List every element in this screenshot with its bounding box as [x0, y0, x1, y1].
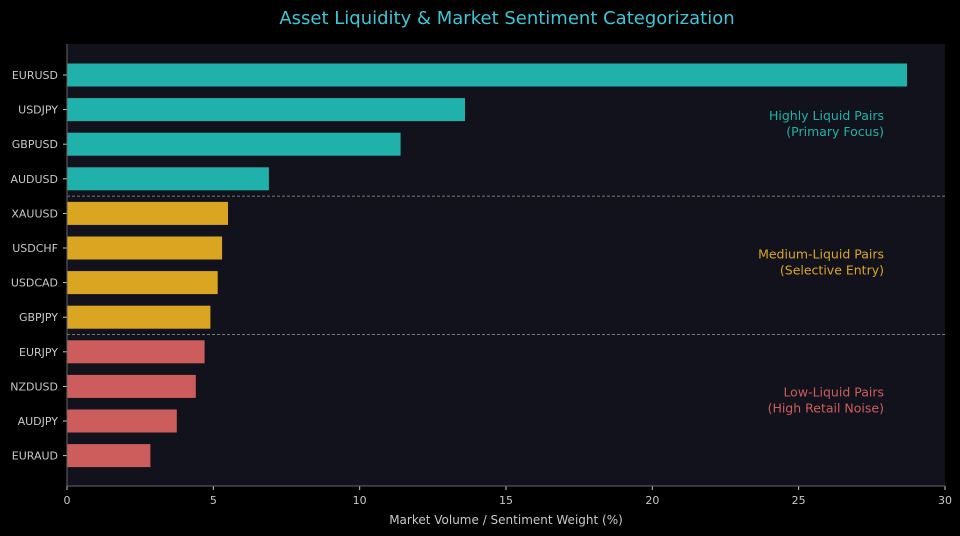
y-axis-ticks: EURUSD USDJPY GBPUSD AUDUSD XAUUSD USDCHF USDC…	[10, 69, 67, 463]
group-label-line2: (High Retail Noise)	[768, 401, 884, 416]
bar-nzdusd	[67, 374, 196, 398]
bar-eurjpy	[67, 340, 205, 364]
y-tick-label: NZDUSD	[10, 380, 58, 393]
bar-eurusd	[67, 63, 907, 87]
y-tick-label: GBPJPY	[19, 311, 58, 324]
y-tick-label: EURJPY	[19, 346, 58, 359]
chart-title: Asset Liquidity & Market Sentiment Categ…	[279, 8, 734, 29]
bar-usdjpy	[67, 98, 465, 122]
x-tick-label: 20	[645, 494, 659, 507]
x-tick-label: 15	[499, 494, 513, 507]
bar-usdcad	[67, 271, 218, 295]
bar-gbpusd	[67, 132, 401, 156]
bar-xauusd	[67, 201, 228, 225]
bar-audusd	[67, 167, 269, 191]
y-tick-label: USDCAD	[11, 277, 58, 290]
bar-gbpjpy	[67, 305, 211, 329]
y-tick-label: USDJPY	[18, 104, 58, 117]
x-axis-ticks: 0 5 10 15 20 25 30	[64, 486, 952, 507]
x-tick-label: 25	[792, 494, 806, 507]
bar-audjpy	[67, 409, 177, 433]
group-label-line1: Low-Liquid Pairs	[783, 385, 884, 400]
y-tick-label: GBPUSD	[12, 138, 58, 151]
group-label-line2: (Selective Entry)	[780, 262, 884, 277]
y-tick-label: EURAUD	[12, 450, 58, 463]
y-tick-label: AUDJPY	[18, 415, 59, 428]
y-tick-label: USDCHF	[12, 242, 58, 255]
x-tick-label: 30	[938, 494, 952, 507]
y-tick-label: XAUUSD	[11, 207, 58, 220]
x-tick-label: 5	[210, 494, 217, 507]
x-tick-label: 0	[64, 494, 71, 507]
group-label-line1: Medium-Liquid Pairs	[758, 246, 884, 261]
y-tick-label: AUDUSD	[10, 173, 58, 186]
group-separators	[67, 195, 945, 335]
bar-usdchf	[67, 236, 223, 260]
x-axis-label: Market Volume / Sentiment Weight (%)	[389, 513, 623, 527]
bars	[67, 63, 907, 468]
group-label-line1: Highly Liquid Pairs	[769, 108, 884, 123]
group-label-line2: (Primary Focus)	[786, 124, 884, 139]
y-tick-label: EURUSD	[12, 69, 58, 82]
bar-euraud	[67, 444, 151, 468]
group-labels: Highly Liquid Pairs(Primary Focus) Medium…	[758, 108, 884, 416]
x-tick-label: 10	[353, 494, 367, 507]
